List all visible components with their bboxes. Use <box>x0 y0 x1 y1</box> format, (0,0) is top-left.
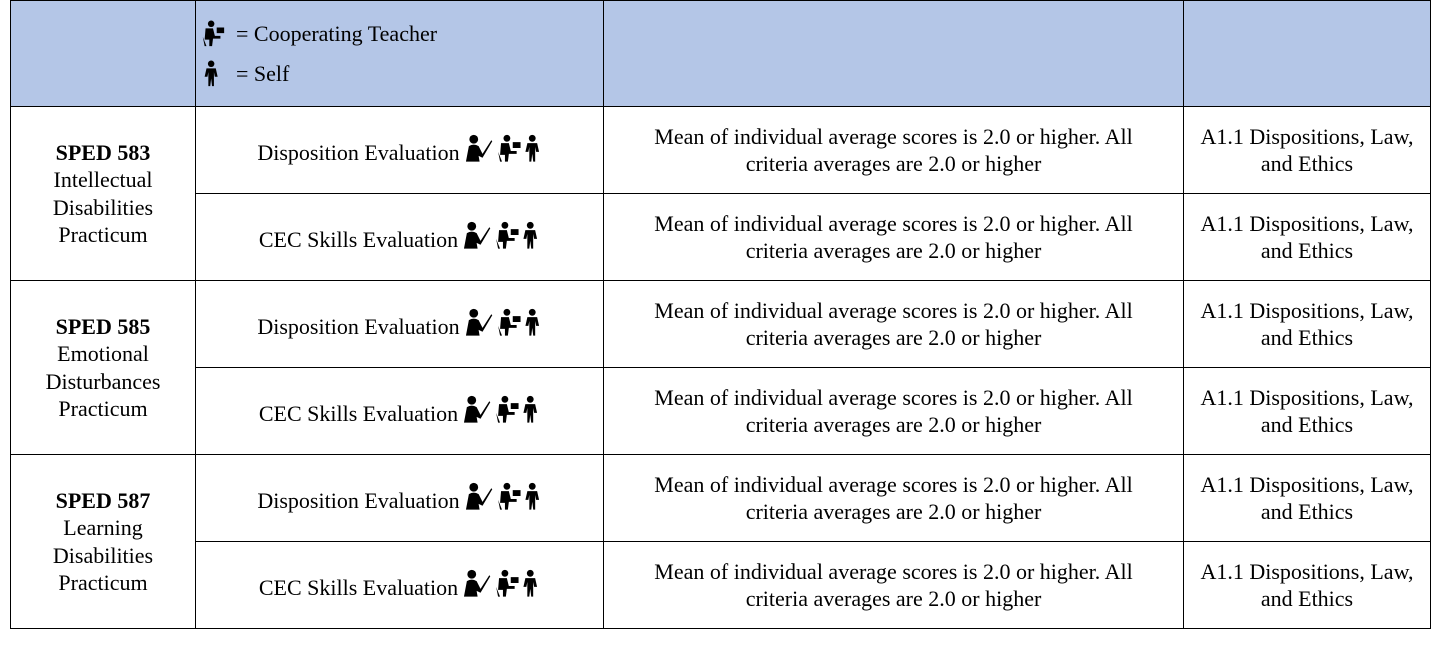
criteria: Mean of individual average scores is 2.0… <box>654 297 1133 351</box>
criteria-cell: Mean of individual average scores is 2.0… <box>603 280 1184 368</box>
criteria: Mean of individual average scores is 2.0… <box>654 471 1133 525</box>
criteria-cell: Mean of individual average scores is 2.0… <box>603 367 1184 455</box>
criteria: Mean of individual average scores is 2.0… <box>654 384 1133 438</box>
criteria-cell: Mean of individual average scores is 2.0… <box>603 454 1184 542</box>
standard: A1.1 Dispositions, Law, and Ethics <box>1200 471 1414 525</box>
assessment-cell: CEC Skills Evaluation <box>195 541 604 629</box>
assessment: CEC Skills Evaluation <box>258 400 459 426</box>
standard-cell: A1.1 Dispositions, Law, and Ethics <box>1183 541 1431 629</box>
self-icon <box>204 60 218 86</box>
evaluator-icons <box>464 221 538 249</box>
requirements-table: = Cooperating Teacher = Self SPED 583 Int… <box>10 0 1431 629</box>
table-row: SPED 585 Emotional Disturbances Practicum… <box>10 280 1431 455</box>
criteria-cell: Mean of individual average scores is 2.0… <box>603 106 1184 194</box>
table-row: CEC Skills Evaluation Mean of individual … <box>11 367 1431 455</box>
standard: A1.1 Dispositions, Law, and Ethics <box>1200 210 1414 264</box>
evaluator-icons <box>465 482 539 510</box>
course-code: SPED 583 <box>55 139 151 165</box>
table-row: SPED 587 Learning Disabilities Practicum D… <box>10 454 1431 629</box>
standard: A1.1 Dispositions, Law, and Ethics <box>1200 123 1414 177</box>
teacher-icon <box>202 20 225 46</box>
course-cell: SPED 587 Learning Disabilities Practicum <box>10 454 196 629</box>
assessment-cell: Disposition Evaluation <box>195 280 604 368</box>
table-row: CEC Skills Evaluation Mean of individual … <box>11 193 1431 281</box>
legend-label: = Self <box>236 60 290 86</box>
criteria-cell: Mean of individual average scores is 2.0… <box>603 193 1184 281</box>
assessment-cell: CEC Skills Evaluation <box>195 367 604 455</box>
course-cell: SPED 585 Emotional Disturbances Practicum <box>10 280 196 455</box>
assessment-cell: Disposition Evaluation <box>195 454 604 542</box>
standard: A1.1 Dispositions, Law, and Ethics <box>1200 384 1414 438</box>
evaluator-icons <box>465 134 539 162</box>
header-cell <box>1183 0 1431 107</box>
standard-cell: A1.1 Dispositions, Law, and Ethics <box>1183 367 1431 455</box>
criteria: Mean of individual average scores is 2.0… <box>654 123 1133 177</box>
assessment: Disposition Evaluation <box>257 487 460 513</box>
standard: A1.1 Dispositions, Law, and Ethics <box>1200 558 1414 612</box>
assessment: Disposition Evaluation <box>257 313 460 339</box>
assessment-cell: Disposition Evaluation <box>195 106 604 194</box>
criteria: Mean of individual average scores is 2.0… <box>654 210 1133 264</box>
assessment: CEC Skills Evaluation <box>258 226 459 252</box>
assessment: Disposition Evaluation <box>257 139 460 165</box>
legend-item: = Self <box>200 54 599 94</box>
criteria: Mean of individual average scores is 2.0… <box>654 558 1133 612</box>
table-row: CEC Skills Evaluation Mean of individual … <box>11 541 1431 629</box>
criteria-cell: Mean of individual average scores is 2.0… <box>603 541 1184 629</box>
course-name: Intellectual Disabilities Practicum <box>52 167 154 247</box>
legend-item: = Cooperating Teacher <box>200 14 599 54</box>
evaluator-icons <box>465 308 539 336</box>
standard-cell: A1.1 Dispositions, Law, and Ethics <box>1183 106 1431 194</box>
legend-cell: = Cooperating Teacher = Self <box>195 0 604 107</box>
course-name: Learning Disabilities Practicum <box>52 515 154 595</box>
standard: A1.1 Dispositions, Law, and Ethics <box>1200 297 1414 351</box>
evaluator-icons <box>464 569 538 597</box>
table-row: SPED 583 Intellectual Disabilities Practi… <box>10 106 1431 281</box>
evaluator-icons <box>464 395 538 423</box>
standard-cell: A1.1 Dispositions, Law, and Ethics <box>1183 193 1431 281</box>
course-name: Emotional Disturbances Practicum <box>45 341 161 421</box>
course-code: SPED 587 <box>55 487 151 513</box>
header-cell <box>10 0 196 107</box>
assessment-cell: CEC Skills Evaluation <box>195 193 604 281</box>
standard-cell: A1.1 Dispositions, Law, and Ethics <box>1183 280 1431 368</box>
course-code: SPED 585 <box>55 313 151 339</box>
assessment: CEC Skills Evaluation <box>258 574 459 600</box>
course-cell: SPED 583 Intellectual Disabilities Practi… <box>10 106 196 281</box>
standard-cell: A1.1 Dispositions, Law, and Ethics <box>1183 454 1431 542</box>
legend-label: = Cooperating Teacher <box>236 20 438 46</box>
header-row: = Cooperating Teacher = Self <box>10 0 1431 107</box>
header-cell <box>603 0 1184 107</box>
